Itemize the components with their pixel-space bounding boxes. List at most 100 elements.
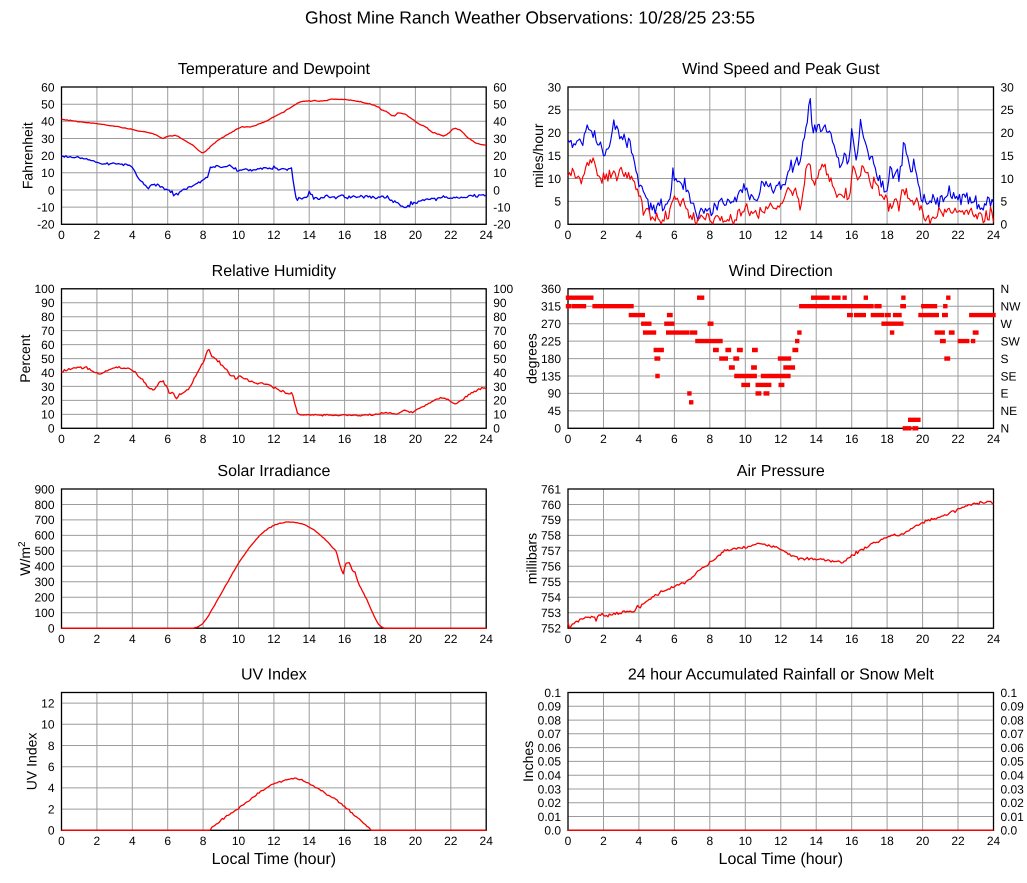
svg-text:22: 22 (951, 432, 965, 446)
svg-text:Local Time (hour): Local Time (hour) (719, 851, 844, 868)
svg-text:0: 0 (58, 632, 65, 646)
svg-text:0.08: 0.08 (538, 713, 562, 727)
svg-text:757: 757 (541, 544, 561, 558)
svg-text:14: 14 (303, 632, 317, 646)
svg-text:N: N (1001, 282, 1010, 296)
svg-text:Relative Humidity: Relative Humidity (212, 263, 336, 280)
svg-text:80: 80 (493, 310, 507, 324)
svg-text:20: 20 (916, 834, 930, 848)
svg-text:18: 18 (880, 228, 894, 242)
svg-text:758: 758 (541, 529, 561, 543)
svg-text:6: 6 (671, 632, 678, 646)
svg-text:18: 18 (373, 228, 387, 242)
svg-text:0.02: 0.02 (538, 796, 562, 810)
svg-text:180: 180 (541, 352, 561, 366)
svg-text:0.01: 0.01 (1001, 810, 1025, 824)
svg-text:24: 24 (480, 228, 494, 242)
svg-text:0.05: 0.05 (1001, 755, 1025, 769)
svg-text:20: 20 (916, 632, 930, 646)
svg-text:2: 2 (94, 632, 101, 646)
svg-text:22: 22 (444, 228, 458, 242)
svg-text:24: 24 (480, 432, 494, 446)
svg-text:40: 40 (493, 366, 507, 380)
svg-text:0.06: 0.06 (538, 741, 562, 755)
svg-text:5: 5 (554, 195, 561, 209)
svg-text:0.0: 0.0 (1001, 824, 1018, 838)
svg-text:0.06: 0.06 (1001, 741, 1025, 755)
svg-text:0.04: 0.04 (1001, 769, 1025, 783)
svg-text:0: 0 (48, 622, 55, 636)
svg-text:24: 24 (987, 228, 1001, 242)
svg-text:8: 8 (200, 228, 207, 242)
svg-text:225: 225 (541, 334, 561, 348)
svg-text:800: 800 (34, 498, 54, 512)
svg-text:30: 30 (548, 80, 562, 94)
svg-text:2: 2 (600, 228, 607, 242)
svg-text:0: 0 (493, 183, 500, 197)
svg-text:45: 45 (548, 404, 562, 418)
svg-text:0.08: 0.08 (1001, 713, 1025, 727)
svg-text:30: 30 (1001, 80, 1015, 94)
svg-text:14: 14 (303, 432, 317, 446)
svg-text:24: 24 (987, 834, 1001, 848)
svg-text:SE: SE (1001, 369, 1017, 383)
svg-text:90: 90 (548, 387, 562, 401)
svg-text:NE: NE (1001, 404, 1018, 418)
svg-text:20: 20 (916, 228, 930, 242)
svg-text:400: 400 (34, 560, 54, 574)
svg-text:0: 0 (554, 422, 561, 436)
svg-text:30: 30 (41, 380, 55, 394)
svg-text:6: 6 (48, 760, 55, 774)
svg-text:2: 2 (600, 632, 607, 646)
svg-text:8: 8 (200, 432, 207, 446)
svg-text:0: 0 (48, 422, 55, 436)
svg-text:40: 40 (493, 115, 507, 129)
svg-text:Wind Speed and Peak Gust: Wind Speed and Peak Gust (682, 61, 880, 78)
svg-text:754: 754 (541, 591, 561, 605)
svg-text:-10: -10 (37, 200, 55, 214)
svg-text:Wind Direction: Wind Direction (729, 263, 833, 280)
svg-text:10: 10 (739, 432, 753, 446)
svg-text:16: 16 (338, 632, 352, 646)
svg-text:10: 10 (493, 166, 507, 180)
svg-text:50: 50 (493, 352, 507, 366)
svg-text:4: 4 (48, 781, 55, 795)
svg-text:14: 14 (303, 228, 317, 242)
svg-text:900: 900 (34, 482, 54, 496)
svg-text:135: 135 (541, 369, 561, 383)
svg-text:16: 16 (338, 228, 352, 242)
svg-text:30: 30 (493, 132, 507, 146)
svg-text:50: 50 (41, 352, 55, 366)
svg-text:0.1: 0.1 (544, 686, 561, 700)
svg-text:Inches: Inches (520, 741, 536, 782)
svg-text:10: 10 (493, 408, 507, 422)
svg-text:Fahrenheit: Fahrenheit (20, 122, 36, 189)
svg-text:0.09: 0.09 (1001, 700, 1025, 714)
svg-text:0.03: 0.03 (1001, 782, 1025, 796)
svg-text:0: 0 (48, 824, 55, 838)
svg-text:12: 12 (41, 696, 55, 710)
svg-text:60: 60 (41, 80, 55, 94)
svg-text:20: 20 (916, 432, 930, 446)
svg-text:12: 12 (774, 834, 788, 848)
svg-text:50: 50 (41, 98, 55, 112)
svg-text:12: 12 (267, 432, 281, 446)
svg-text:30: 30 (493, 380, 507, 394)
svg-text:18: 18 (880, 432, 894, 446)
svg-text:90: 90 (41, 296, 55, 310)
svg-text:20: 20 (548, 126, 562, 140)
svg-text:0.02: 0.02 (1001, 796, 1025, 810)
svg-text:759: 759 (541, 513, 561, 527)
svg-text:millibars: millibars (524, 533, 540, 584)
svg-text:40: 40 (41, 366, 55, 380)
svg-text:18: 18 (373, 632, 387, 646)
svg-text:2: 2 (94, 834, 101, 848)
svg-text:10: 10 (41, 166, 55, 180)
svg-text:6: 6 (164, 432, 171, 446)
svg-text:24: 24 (987, 632, 1001, 646)
svg-text:4: 4 (129, 632, 136, 646)
svg-text:60: 60 (41, 338, 55, 352)
svg-text:0: 0 (58, 834, 65, 848)
svg-text:6: 6 (671, 432, 678, 446)
svg-text:6: 6 (671, 228, 678, 242)
